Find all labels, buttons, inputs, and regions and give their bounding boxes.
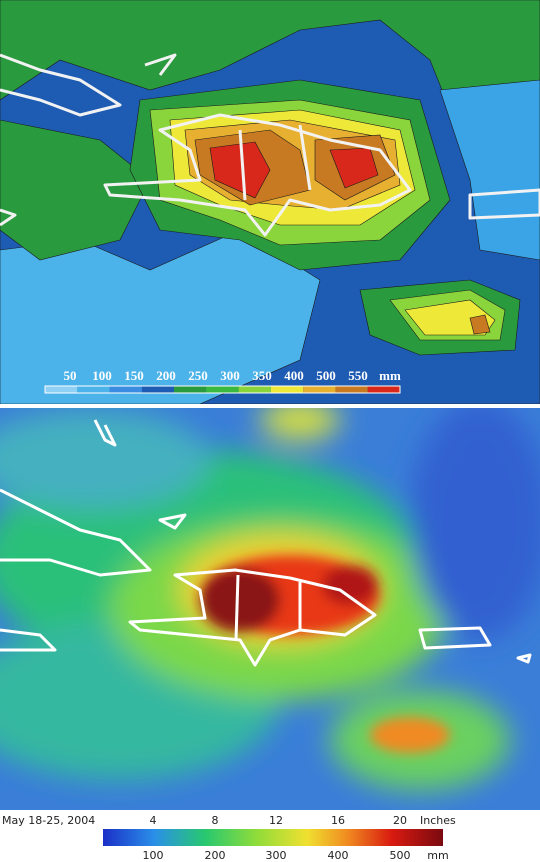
legend-label: 500 (316, 368, 336, 383)
legend-label: 300 (220, 368, 240, 383)
legend-swatch (303, 386, 336, 393)
inch-label: 4 (150, 814, 157, 827)
contour-map (0, 0, 540, 404)
separator (0, 404, 540, 408)
legend-swatch (367, 386, 400, 393)
color-bar (103, 829, 443, 846)
legend-label: 400 (284, 368, 304, 383)
inch-label: 12 (269, 814, 283, 827)
legend-label: 50 (64, 368, 77, 383)
inch-label: 8 (212, 814, 219, 827)
mm-label: 200 (205, 849, 226, 862)
mm-label: 100 (143, 849, 164, 862)
legend-swatch (174, 386, 207, 393)
legend-label: 200 (156, 368, 176, 383)
mm-unit: mm (427, 849, 448, 862)
legend-swatch (270, 386, 304, 393)
date-label: May 18-25, 2004 (2, 814, 95, 827)
legend-label: 100 (92, 368, 112, 383)
inch-label: 16 (331, 814, 345, 827)
legend-swatch (238, 386, 271, 393)
mm-label: 300 (266, 849, 287, 862)
legend-swatch (45, 386, 78, 393)
inch-label: 20 (393, 814, 407, 827)
mm-label: 400 (328, 849, 349, 862)
legend-label: 550 (348, 368, 368, 383)
inch-unit: Inches (420, 814, 456, 827)
mm-label: 500 (390, 849, 411, 862)
legend-label: 350 (252, 368, 272, 383)
legend-swatch (335, 386, 368, 393)
rainfall-map (0, 408, 540, 810)
legend-swatch (77, 386, 110, 393)
legend-unit: mm (379, 368, 401, 383)
legend-label: 150 (124, 368, 144, 383)
legend-swatch (109, 386, 142, 393)
legend-outline (44, 385, 401, 394)
top-legend-bar (44, 385, 401, 394)
legend-swatch (141, 386, 175, 393)
legend-label: 250 (188, 368, 208, 383)
legend-swatch (206, 386, 239, 393)
